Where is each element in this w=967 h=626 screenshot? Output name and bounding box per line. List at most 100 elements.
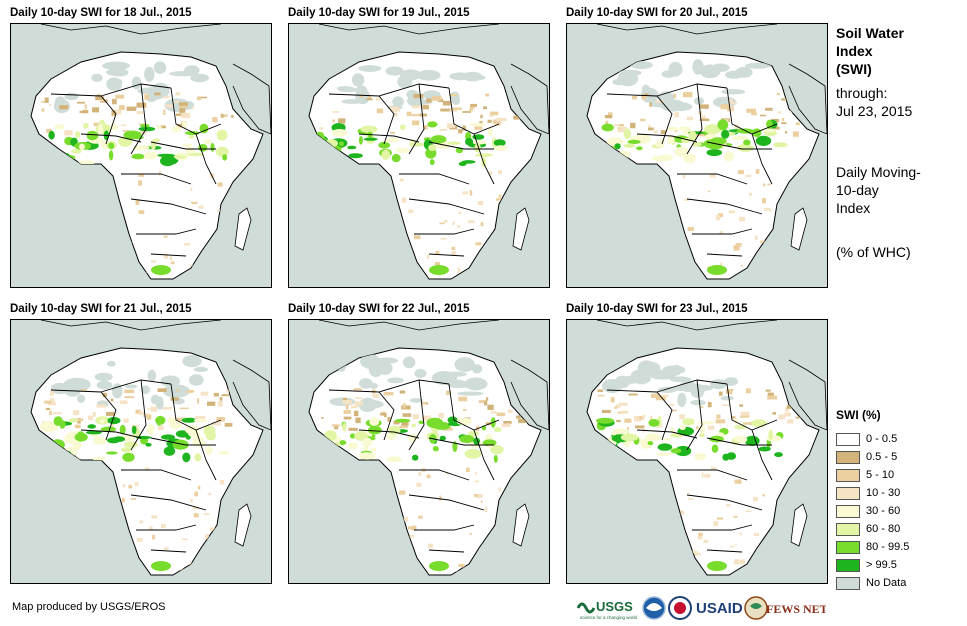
dry-patch (128, 484, 133, 489)
wet-patch (222, 154, 228, 161)
country-border (473, 429, 495, 481)
dry-patch (765, 247, 771, 250)
no-data-area (337, 358, 347, 372)
dry-patch (674, 112, 679, 118)
dry-patch (238, 105, 242, 110)
dry-patch (682, 92, 693, 98)
wet-patch (692, 142, 702, 147)
wet-patch (707, 561, 727, 571)
wet-patch (636, 146, 643, 151)
legend-label: 0.5 - 5 (866, 451, 898, 463)
dry-patch (208, 492, 212, 496)
wet-patch (751, 128, 762, 137)
wet-patch (411, 423, 416, 428)
wet-patch (182, 452, 191, 463)
dry-patch (376, 108, 384, 114)
dry-patch (422, 104, 429, 110)
wet-patch (119, 424, 126, 435)
no-data-area (648, 101, 673, 108)
wet-patch (647, 441, 654, 446)
dry-patch (399, 425, 408, 429)
dry-patch (165, 104, 173, 108)
dry-patch (219, 397, 223, 401)
dry-patch (781, 98, 791, 101)
wet-patch (623, 143, 636, 148)
dry-patch (342, 400, 352, 405)
dry-patch (735, 243, 742, 247)
dry-patch (207, 401, 216, 406)
wet-patch (456, 417, 472, 426)
dry-patch (739, 532, 742, 536)
no-data-area (669, 376, 692, 383)
dry-patch (745, 174, 752, 178)
no-data-area (661, 70, 676, 78)
dry-patch (408, 209, 414, 213)
dry-patch (474, 126, 483, 130)
dry-patch (212, 117, 218, 123)
dry-patch (648, 124, 651, 129)
legend-item: 0.5 - 5 (836, 448, 909, 466)
dry-patch (331, 424, 340, 427)
wet-patch (59, 154, 76, 161)
dry-patch (135, 409, 141, 414)
dry-patch (375, 97, 381, 101)
wet-patch (368, 425, 382, 435)
no-data-area (725, 70, 744, 79)
europe-coastline (318, 24, 500, 35)
dry-patch (146, 414, 152, 420)
wet-patch (138, 126, 156, 132)
wet-patch (107, 437, 120, 444)
no-data-area (387, 377, 404, 384)
dry-patch (53, 412, 62, 415)
panel-title: Daily 10-day SWI for 21 Jul., 2015 (10, 303, 192, 315)
wet-patch (348, 442, 358, 450)
dry-patch (760, 240, 766, 243)
dry-patch (679, 414, 685, 420)
wet-patch (493, 454, 498, 463)
country-border (636, 133, 698, 143)
no-data-area (193, 367, 209, 372)
wet-patch (181, 417, 197, 423)
dry-patch (795, 416, 805, 419)
dry-patch (411, 120, 420, 126)
dry-patch (655, 100, 664, 103)
wet-patch (655, 452, 672, 456)
dry-patch (451, 246, 456, 251)
dry-patch (217, 401, 223, 407)
dry-patch (115, 94, 125, 99)
dry-patch (439, 413, 444, 418)
dry-patch (631, 95, 637, 100)
wet-patch (386, 456, 402, 463)
dry-patch (111, 110, 116, 116)
dry-patch (691, 550, 698, 554)
dry-patch (181, 112, 191, 119)
dry-patch (728, 210, 731, 214)
no-data-area (374, 357, 399, 364)
wet-patch (204, 446, 213, 455)
country-border (150, 549, 187, 553)
dry-patch (483, 106, 488, 110)
dry-patch (694, 552, 701, 556)
wet-patch (620, 433, 639, 442)
wet-patch (493, 426, 502, 433)
dry-patch (475, 472, 477, 476)
dry-patch (224, 422, 233, 427)
dry-patch (642, 414, 645, 419)
country-border (606, 93, 673, 145)
dry-patch (674, 128, 678, 133)
dry-patch (74, 424, 81, 429)
dry-patch (610, 397, 615, 403)
index-title-line: Index (836, 43, 873, 59)
wet-patch (601, 123, 614, 132)
dry-patch (718, 213, 723, 218)
country-border (170, 87, 222, 135)
dry-patch (413, 414, 419, 420)
dry-patch (480, 114, 483, 119)
dry-patch (518, 419, 528, 424)
wet-patch (360, 125, 378, 133)
dry-patch (501, 423, 511, 427)
dry-patch (457, 225, 461, 228)
dry-patch (745, 388, 751, 394)
dry-patch (785, 407, 789, 412)
wet-patch (694, 453, 707, 461)
